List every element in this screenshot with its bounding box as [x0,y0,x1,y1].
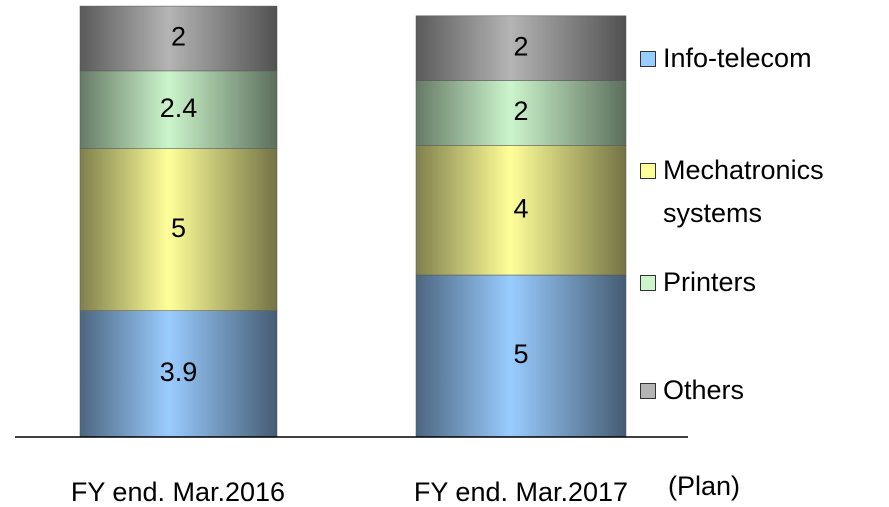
x-tick-label: FY end. Mar.2017 [414,477,628,507]
legend-label: Printers [663,267,757,297]
data-label: 3.9 [160,357,198,387]
x-tick-label: FY end. Mar.2016 [71,477,285,507]
data-label: 2 [513,31,528,61]
data-label: 5 [171,213,186,243]
bar-shade [415,80,627,146]
bar-shade [415,274,627,438]
data-label: 2 [171,22,186,52]
data-label: 5 [513,339,528,369]
legend-item: Info-telecom [640,37,880,80]
legend-swatch [640,51,656,67]
data-label: 2.4 [160,93,198,123]
legend-swatch [640,275,656,291]
annotation: (Plan) [668,471,740,501]
bar-shade [79,148,278,311]
bar-shade [415,15,627,81]
legend-item: Others [640,369,880,412]
bar-shade [79,5,278,72]
legend-item: Mechatronics systems [640,149,880,235]
data-label: 4 [513,193,528,223]
legend-item: Printers [640,261,880,304]
bar-shade [79,310,278,438]
data-label: 2 [513,96,528,126]
legend-swatch [640,163,656,179]
legend-label: Mechatronics systems [663,155,824,228]
legend-label: Info-telecom [663,43,812,73]
legend-swatch [640,383,656,399]
bar-shade [415,145,627,276]
bar-shade [79,70,278,149]
legend-label: Others [663,375,745,405]
